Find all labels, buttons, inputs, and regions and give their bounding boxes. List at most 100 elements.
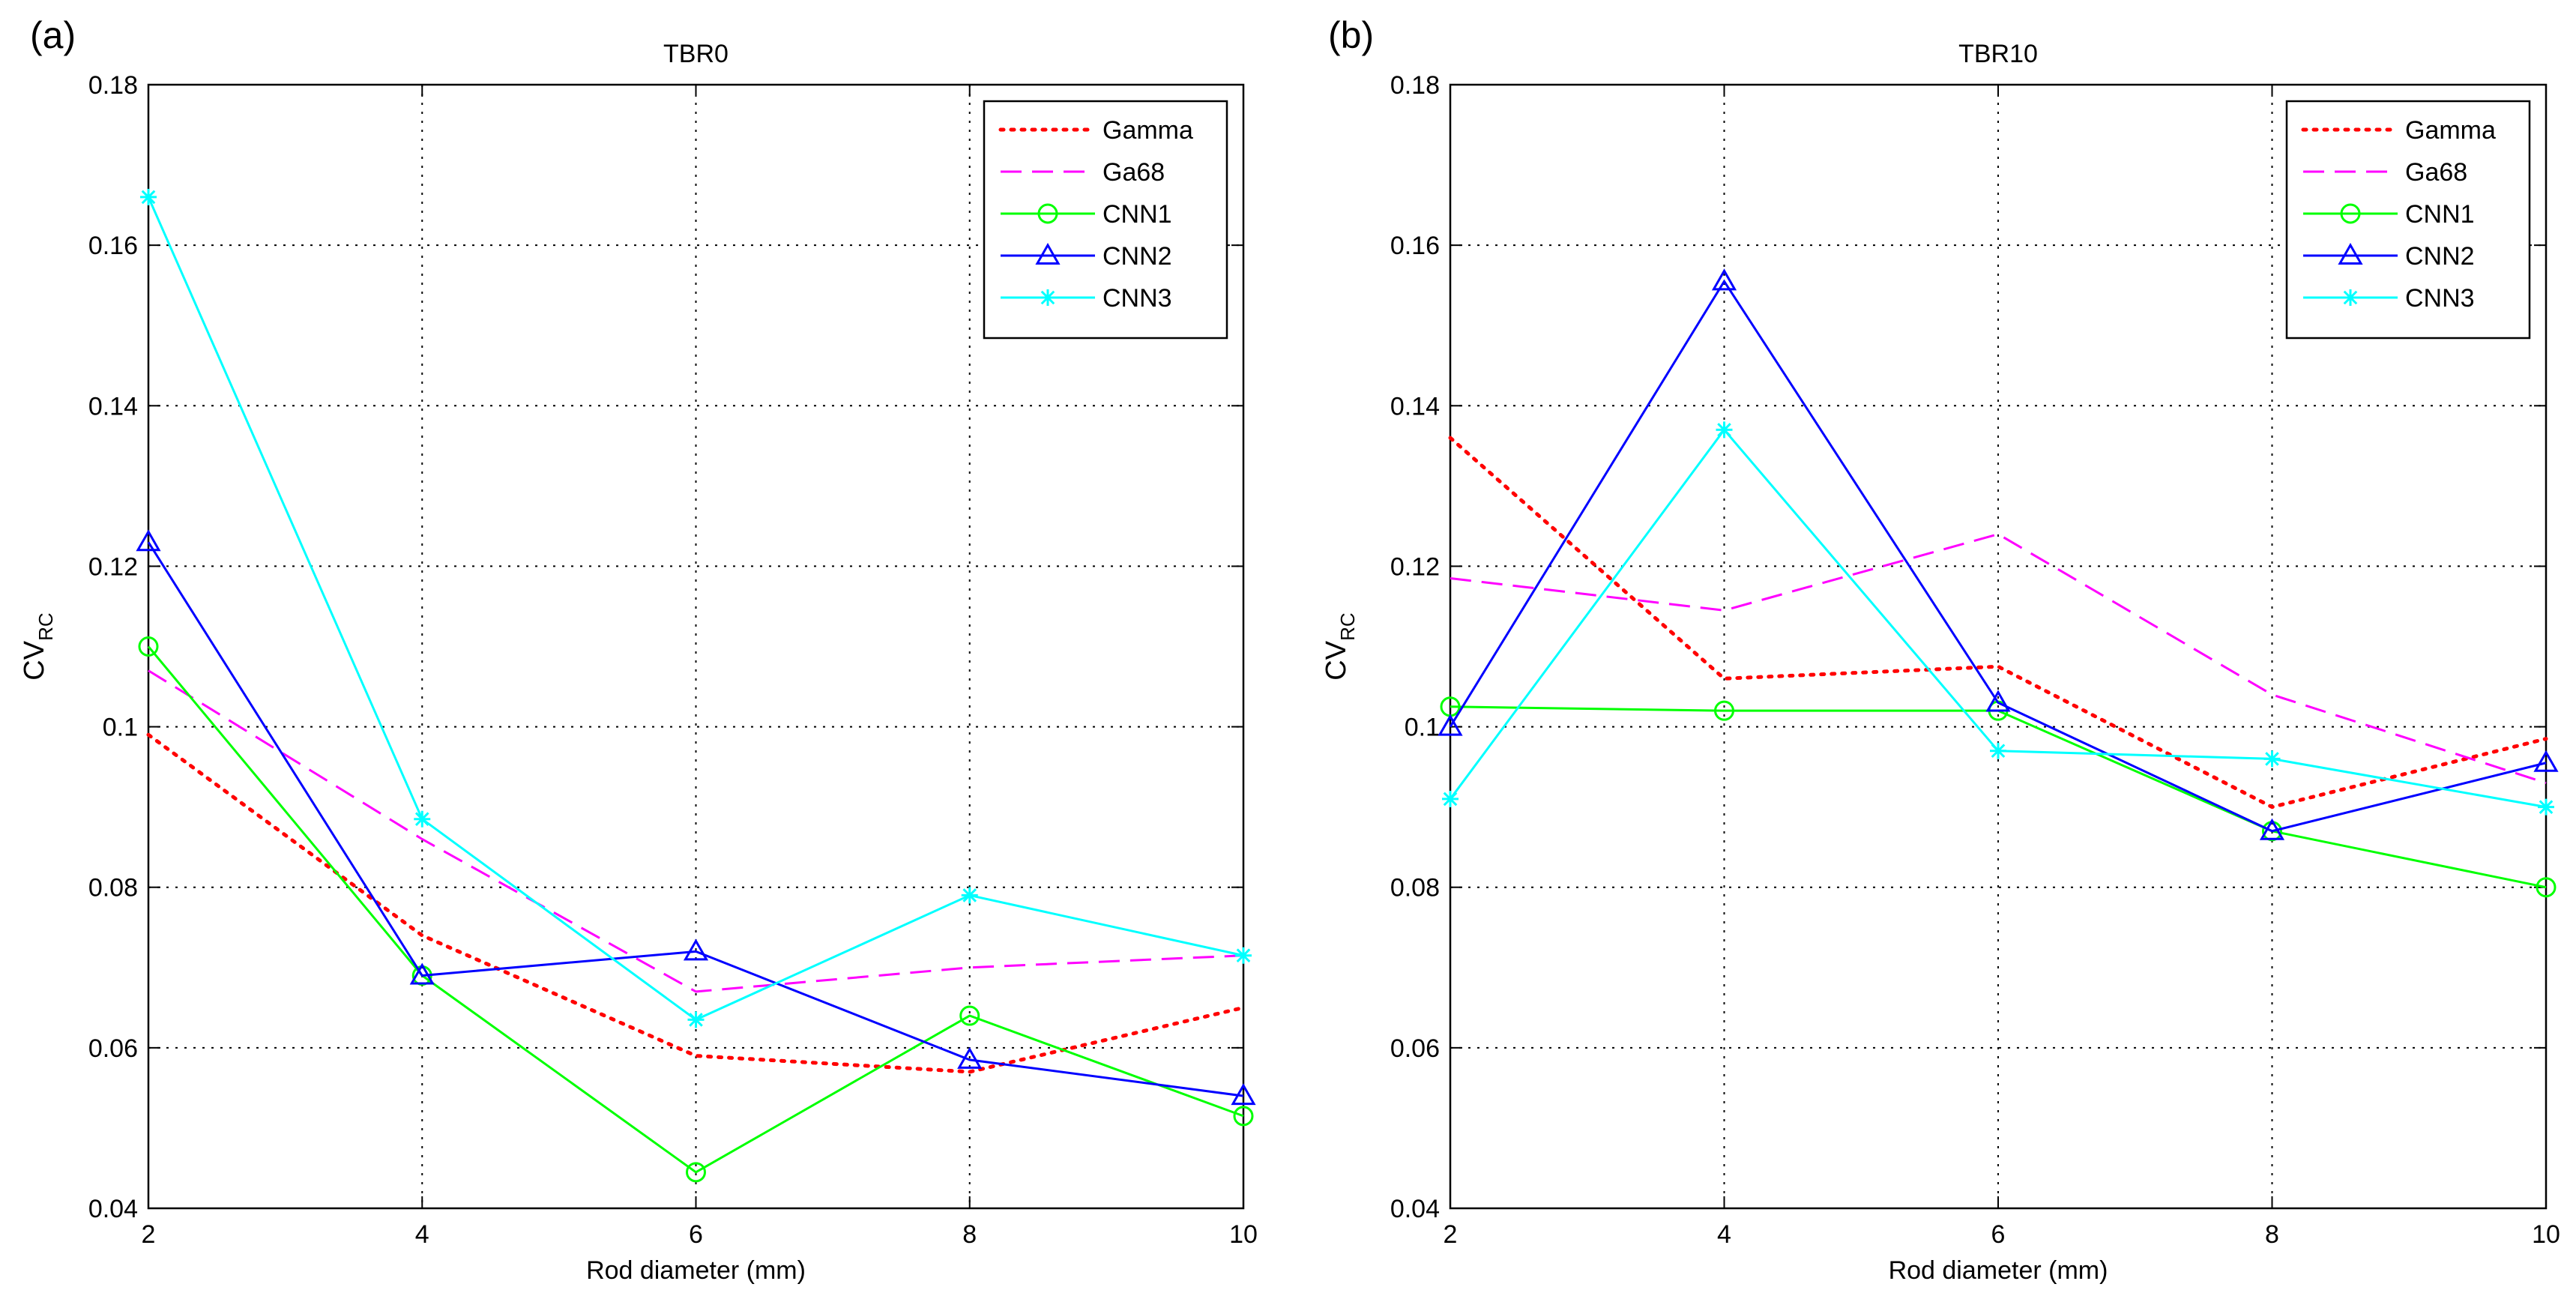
legend-marker-cnn3-stroke	[2343, 290, 2358, 305]
legend-marker-cnn3-stroke	[1040, 290, 1055, 305]
legend-label-ga68: Ga68	[1103, 158, 1165, 187]
data-point-cnn3-stroke	[141, 190, 156, 205]
legend-label-cnn3: CNN3	[2405, 284, 2475, 313]
data-point-cnn2	[2533, 750, 2559, 772]
y-tick-label: 0.14	[1390, 392, 1440, 421]
y-tick-label: 0.16	[88, 232, 138, 260]
data-point-cnn3	[1235, 947, 1252, 964]
series-cnn2	[136, 529, 1256, 1106]
data-point-cnn3-stroke	[962, 888, 977, 902]
y-tick-label: 0.08	[1390, 874, 1440, 902]
data-point-cnn1	[686, 1162, 706, 1183]
data-point-cnn3	[2538, 798, 2554, 816]
y-axis-label: CVRC	[1321, 612, 1359, 680]
data-point-cnn3-stroke	[689, 1013, 703, 1027]
x-tick-label: 8	[2265, 1220, 2279, 1249]
x-tick-label: 6	[689, 1220, 703, 1249]
legend-label-ga68: Ga68	[2405, 158, 2467, 187]
data-point-cnn3	[140, 188, 157, 205]
x-axis-label: Rod diameter (mm)	[586, 1256, 806, 1285]
data-point-cnn2	[1231, 1083, 1256, 1106]
legend: Gamma Ga68 CNN1 CNN2 CNN3	[2285, 100, 2531, 340]
series-cnn3	[1442, 421, 2554, 816]
data-point-cnn2	[1438, 714, 1463, 736]
series-line-gamma	[1448, 435, 2548, 810]
chart-title: TBR0	[663, 40, 729, 68]
data-point-cnn3	[961, 887, 978, 904]
data-point-cnn3-stroke	[1236, 948, 1251, 963]
y-axis-label-main: CV	[19, 640, 50, 680]
y-tick-label: 0.04	[1390, 1195, 1440, 1223]
y-tick-label: 0.14	[88, 392, 138, 421]
series-line-gamma	[146, 732, 1246, 1074]
y-axis-label-main: CV	[1321, 640, 1352, 680]
data-point-cnn3	[1442, 790, 1459, 807]
y-tick-label: 0.06	[88, 1034, 138, 1063]
y-axis-label: CVRC	[19, 612, 57, 680]
data-point-cnn1	[2536, 877, 2557, 898]
data-point-cnn3-stroke	[1717, 423, 1731, 437]
series-ga68	[148, 669, 1244, 993]
data-point-cnn3	[687, 1011, 705, 1028]
series-line-cnn2	[147, 541, 1244, 1097]
y-tick-label: 0.08	[88, 874, 138, 902]
series-line-cnn1	[147, 645, 1244, 1174]
legend-marker-cnn1	[2340, 203, 2361, 224]
y-tick-label: 0.1	[103, 714, 138, 742]
x-tick-label: 4	[415, 1220, 429, 1249]
legend-label-cnn3: CNN3	[1103, 284, 1172, 313]
data-point-cnn3-stroke	[1991, 744, 2006, 759]
y-tick-label: 0.04	[88, 1195, 138, 1223]
series-cnn3	[140, 188, 1252, 1028]
panel-label-a: (a)	[30, 14, 76, 56]
series-gamma	[1448, 435, 2548, 810]
legend-label-cnn2: CNN2	[2405, 242, 2475, 271]
data-point-cnn3	[414, 810, 431, 828]
legend-marker-cnn3	[2342, 289, 2359, 306]
x-tick-label: 8	[962, 1220, 977, 1249]
x-tick-label: 2	[142, 1220, 156, 1249]
y-axis-label-subscript: RC	[1336, 612, 1359, 641]
panel-label-b: (b)	[1328, 14, 1375, 56]
legend-label-gamma: Gamma	[1103, 116, 1193, 145]
legend-marker-cnn3	[1040, 289, 1056, 306]
legend: Gamma Ga68 CNN1 CNN2 CNN3	[983, 100, 1228, 340]
data-point-cnn2	[1711, 268, 1737, 291]
y-tick-label: 0.16	[1390, 232, 1440, 260]
x-tick-label: 10	[1229, 1220, 1258, 1249]
data-point-cnn1	[1714, 700, 1734, 721]
data-point-cnn1	[1233, 1106, 1254, 1127]
y-axis-label-subscript: RC	[34, 612, 57, 641]
y-tick-label: 0.06	[1390, 1034, 1440, 1063]
x-tick-label: 4	[1717, 1220, 1731, 1249]
legend-marker-cnn2	[1035, 242, 1061, 265]
legend-label-cnn1: CNN1	[2405, 200, 2475, 229]
data-point-cnn3	[1990, 742, 2006, 759]
y-tick-label: 0.12	[1390, 552, 1440, 581]
series-gamma	[146, 732, 1246, 1074]
chart-panel-1: 2 4 6 8 10 0.04 0.06 0.08 0.1 0.12 0.14 0.16 0.18 TBR…	[1321, 40, 2560, 1285]
legend-label-cnn2: CNN2	[1103, 242, 1172, 271]
data-point-cnn3	[2263, 750, 2281, 768]
x-axis-label: Rod diameter (mm)	[1889, 1256, 2108, 1285]
data-point-cnn3-stroke	[2539, 800, 2554, 814]
legend-marker-cnn2	[2338, 242, 2363, 265]
x-tick-label: 6	[1991, 1220, 2006, 1249]
data-point-cnn3-stroke	[414, 812, 429, 827]
y-tick-label: 0.18	[1390, 71, 1440, 100]
legend-box	[2285, 100, 2531, 340]
y-tick-label: 0.12	[88, 552, 138, 581]
x-tick-label: 2	[1444, 1220, 1458, 1249]
legend-label-gamma: Gamma	[2405, 116, 2496, 145]
series-cnn2	[1438, 268, 2559, 840]
chart-title: TBR10	[1958, 40, 2038, 68]
data-point-cnn3-stroke	[1443, 792, 1458, 807]
data-point-cnn2	[2259, 818, 2285, 840]
chart-panel-0: 2 4 6 8 10 0.04 0.06 0.08 0.1 0.12 0.14 0.16 0.18 TBR…	[19, 40, 1258, 1285]
data-point-cnn1	[138, 636, 159, 657]
data-point-cnn3	[1716, 421, 1733, 438]
data-point-cnn2	[957, 1046, 983, 1069]
data-point-cnn2	[409, 962, 435, 985]
data-point-cnn1	[959, 1005, 980, 1026]
